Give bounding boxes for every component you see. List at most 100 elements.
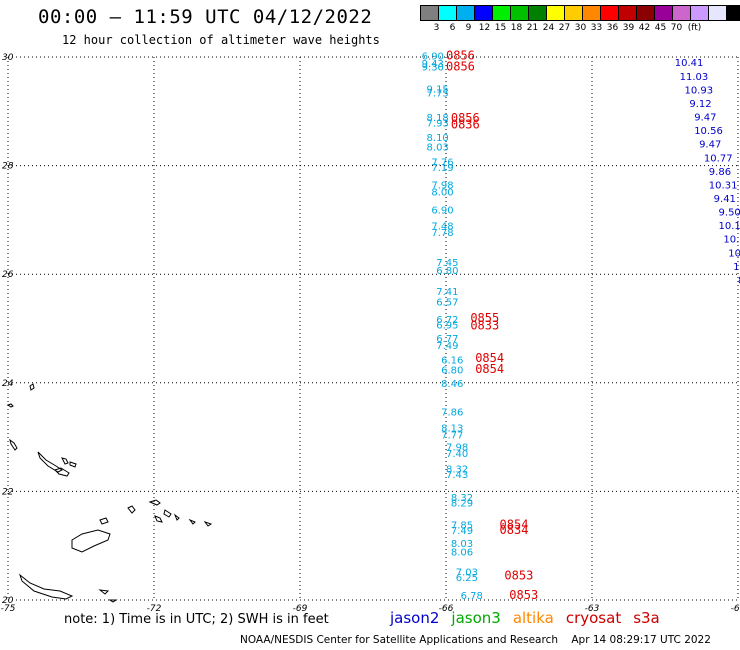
lon-tick-label: -66 bbox=[439, 604, 454, 614]
legend-label-3: 12 bbox=[478, 23, 491, 33]
wave-height-value: 7.19 bbox=[431, 163, 453, 174]
wave-height-value: 8.46 bbox=[441, 379, 463, 390]
satellite-cryosat: cryosat bbox=[565, 609, 622, 627]
pass-time-label: 0834 bbox=[500, 523, 529, 537]
wave-height-value: 7.85 bbox=[451, 520, 473, 531]
wave-height-value: 7.43 bbox=[446, 470, 468, 481]
wave-height-value: 7.40 bbox=[446, 449, 468, 460]
pass-time-label: 0853 bbox=[509, 588, 538, 602]
pass-time-label: 0855 bbox=[470, 311, 499, 325]
footer-note: note: 1) Time is in UTC; 2) SWH is in fe… bbox=[64, 612, 329, 627]
pass-time-label: 0836 bbox=[451, 118, 480, 132]
wave-height-value: 7.93 bbox=[427, 119, 449, 130]
wave-height-value: 9.15 bbox=[427, 84, 449, 95]
caribbean-islands bbox=[6, 383, 213, 603]
satellite-legend: jason2 jason3 altika cryosat s3a bbox=[390, 609, 672, 627]
satellite-s3a: s3a bbox=[633, 609, 660, 627]
wave-height-value: 6.77 bbox=[436, 334, 458, 345]
wave-height-value: 9.43 bbox=[422, 59, 444, 70]
wave-height-value: 10.01 bbox=[733, 262, 740, 273]
wave-height-value: 6.72 bbox=[436, 315, 458, 326]
wave-height-value: 6.25 bbox=[456, 573, 478, 584]
wave-height-value: 9.12 bbox=[689, 99, 711, 110]
legend-label-13: 42 bbox=[638, 23, 651, 33]
legend-swatches bbox=[420, 5, 740, 21]
wave-height-value: 6.90 bbox=[422, 52, 444, 63]
wave-height-value: 7.49 bbox=[451, 526, 473, 537]
wave-height-value: 9.86 bbox=[709, 167, 731, 178]
pass-time-label: 0853 bbox=[504, 568, 533, 582]
legend-label-0: 3 bbox=[433, 23, 440, 33]
satellite-altika: altika bbox=[512, 609, 554, 627]
pass-time-label: 0856 bbox=[451, 111, 480, 125]
wave-height-value: 9.47 bbox=[699, 140, 721, 151]
wave-height-value: 8.32 bbox=[451, 493, 473, 504]
wave-height-value: 7.03 bbox=[456, 568, 478, 579]
wave-height-value: 7.78 bbox=[431, 228, 453, 239]
lon-tick-label: -60 bbox=[731, 604, 740, 614]
legend-label-16: (ft) bbox=[687, 23, 702, 33]
wave-height-value: 7.45 bbox=[436, 258, 458, 269]
legend-label-14: 45 bbox=[654, 23, 667, 33]
wave-height-value: 7.49 bbox=[436, 341, 458, 352]
wave-height-value: 8.13 bbox=[441, 424, 463, 435]
wave-height-value: 10.77 bbox=[704, 153, 733, 164]
wave-height-value: 7.75 bbox=[427, 89, 449, 100]
satellite-jason3: jason3 bbox=[451, 609, 501, 627]
wave-height-value: 6.78 bbox=[461, 591, 483, 602]
wave-height-value: 8.00 bbox=[431, 187, 453, 198]
legend-label-2: 9 bbox=[465, 23, 472, 33]
wave-height-value: 9.50 bbox=[719, 208, 740, 219]
wave-height-value: 7.77 bbox=[441, 431, 463, 442]
wave-height-value: 8.03 bbox=[427, 142, 449, 153]
wave-height-value: 11.03 bbox=[680, 72, 709, 83]
wave-height-value: 7.48 bbox=[431, 222, 453, 233]
wave-height-value: 7.41 bbox=[436, 287, 458, 298]
wave-height-value: 8.18 bbox=[427, 113, 449, 124]
legend-label-15: 70 bbox=[670, 23, 683, 33]
map-title: 00:00 – 11:59 UTC 04/12/2022 bbox=[38, 6, 373, 28]
wave-height-value: 6.80 bbox=[441, 366, 463, 377]
wave-height-value: 10.56 bbox=[694, 126, 723, 137]
wave-height-value: 8.06 bbox=[451, 547, 473, 558]
wave-height-value: 7.98 bbox=[446, 443, 468, 454]
wave-height-value: 7.76 bbox=[431, 158, 453, 169]
pass-time-label: 0854 bbox=[475, 362, 504, 376]
wave-height-value: 9.30 bbox=[422, 63, 444, 74]
wave-height-value: 6.57 bbox=[436, 298, 458, 309]
wave-height-value: 10.93 bbox=[728, 248, 740, 259]
lon-tick-label: -69 bbox=[293, 604, 308, 614]
wave-height-value: 6.80 bbox=[436, 266, 458, 277]
wave-height-value: 8.41 bbox=[738, 275, 740, 286]
legend-label-1: 6 bbox=[449, 23, 456, 33]
legend-label-11: 36 bbox=[606, 23, 619, 33]
legend-label-10: 33 bbox=[590, 23, 603, 33]
satellite-jason2: jason2 bbox=[390, 609, 440, 627]
wave-height-value: 9.41 bbox=[714, 194, 736, 205]
axis-ticks: -75 -72 -69 -66 -63 -60 20 22 24 26 28 30 bbox=[1, 53, 740, 614]
legend-label-8: 27 bbox=[558, 23, 571, 33]
wave-height-value: 10.41 bbox=[675, 58, 704, 69]
legend-swatch-17 bbox=[726, 5, 740, 21]
wave-height-value: 8.10 bbox=[427, 133, 449, 144]
wave-height-value: 10.93 bbox=[684, 85, 713, 96]
wave-height-value: 9.47 bbox=[694, 113, 716, 124]
wave-height-value: 10.84 bbox=[723, 235, 740, 246]
lat-tick-label: 30 bbox=[2, 53, 14, 63]
lat-tick-label: 22 bbox=[2, 487, 14, 497]
lat-tick-label: 24 bbox=[2, 379, 14, 389]
pass-time-label: 0833 bbox=[470, 319, 499, 333]
wave-height-track-west: 6.909.439.309.157.758.187.938.108.037.76… bbox=[422, 52, 483, 602]
map-subtitle: 12 hour collection of altimeter wave hei… bbox=[62, 33, 380, 47]
pass-time-label: 0856 bbox=[446, 49, 475, 63]
legend-label-5: 18 bbox=[510, 23, 523, 33]
wave-height-value: 8.03 bbox=[451, 539, 473, 550]
wave-height-value: 6.90 bbox=[431, 205, 453, 216]
lon-tick-label: -75 bbox=[1, 604, 16, 614]
lon-tick-label: -63 bbox=[585, 604, 600, 614]
footer-credit: NOAA/NESDIS Center for Satellite Applica… bbox=[240, 634, 711, 646]
legend-label-7: 24 bbox=[542, 23, 555, 33]
wave-height-value: 7.86 bbox=[441, 407, 463, 418]
wave-height-value: 6.16 bbox=[441, 355, 463, 366]
